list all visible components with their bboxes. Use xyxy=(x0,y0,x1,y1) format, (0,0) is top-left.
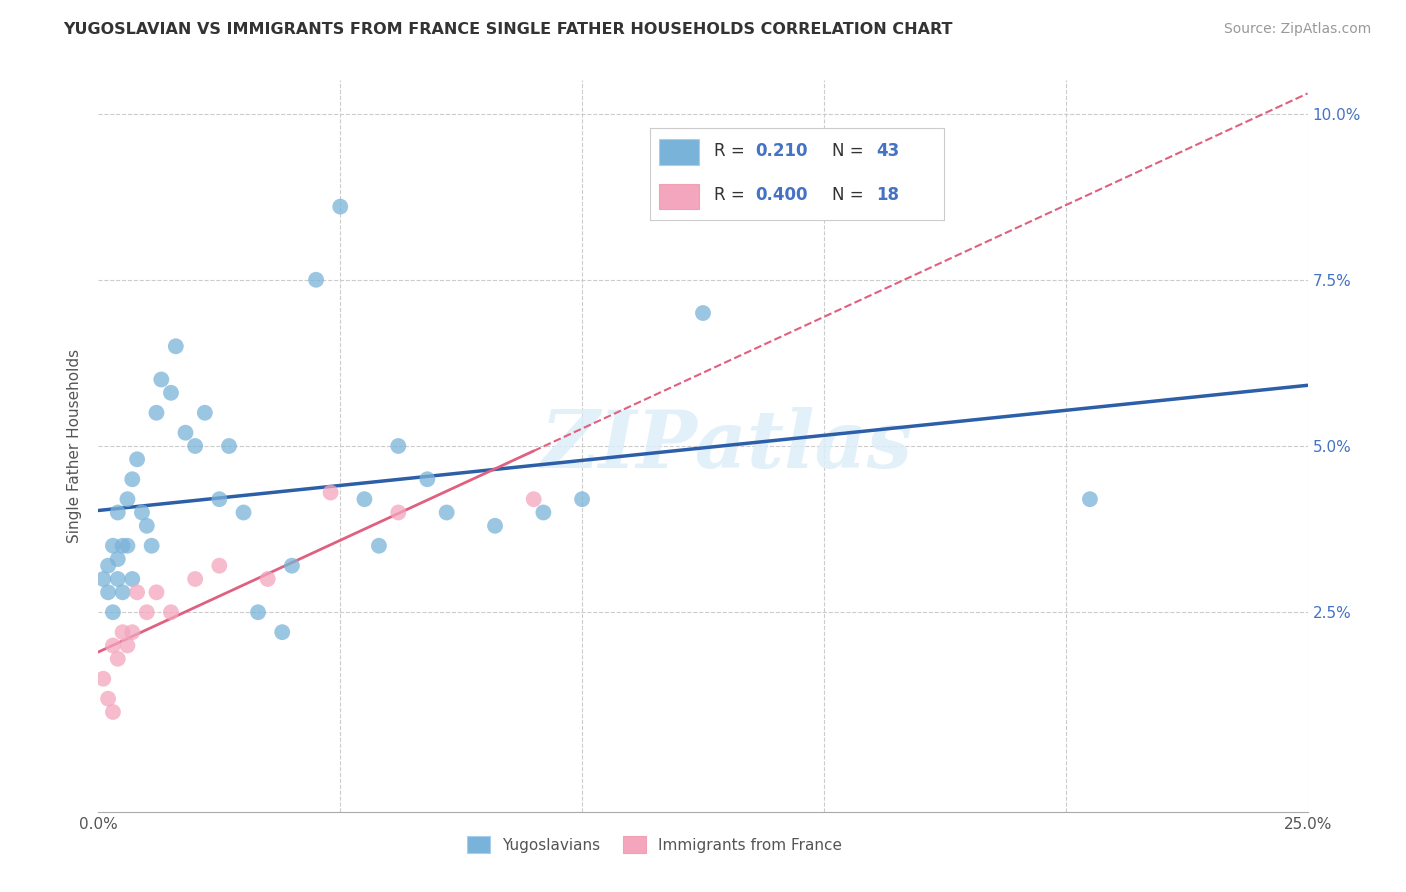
Point xyxy=(194,406,217,420)
Point xyxy=(111,585,134,599)
Point xyxy=(141,539,163,553)
Point xyxy=(101,705,124,719)
Point xyxy=(329,200,352,214)
Point xyxy=(101,639,124,653)
Text: YUGOSLAVIAN VS IMMIGRANTS FROM FRANCE SINGLE FATHER HOUSEHOLDS CORRELATION CHART: YUGOSLAVIAN VS IMMIGRANTS FROM FRANCE SI… xyxy=(63,22,953,37)
Point xyxy=(97,585,120,599)
Point xyxy=(150,372,173,386)
Point xyxy=(160,605,183,619)
Point xyxy=(121,572,143,586)
Point xyxy=(353,492,375,507)
Point xyxy=(97,691,120,706)
Text: R =: R = xyxy=(714,186,751,204)
Point xyxy=(571,492,593,507)
Text: 18: 18 xyxy=(876,186,900,204)
Point xyxy=(436,506,458,520)
Y-axis label: Single Father Households: Single Father Households xyxy=(67,349,83,543)
Point xyxy=(256,572,278,586)
Point xyxy=(117,639,139,653)
Text: 0.210: 0.210 xyxy=(755,142,808,160)
Point xyxy=(121,625,143,640)
Point xyxy=(101,605,124,619)
Text: R =: R = xyxy=(714,142,751,160)
Point xyxy=(218,439,240,453)
Point xyxy=(484,518,506,533)
Point xyxy=(247,605,270,619)
Point xyxy=(135,605,157,619)
Point xyxy=(160,385,183,400)
Text: N =: N = xyxy=(832,142,869,160)
Point xyxy=(107,506,129,520)
Point xyxy=(208,558,231,573)
Point xyxy=(368,539,391,553)
Text: 0.400: 0.400 xyxy=(755,186,808,204)
Point xyxy=(91,672,114,686)
Point xyxy=(107,572,129,586)
Point xyxy=(91,572,114,586)
Point xyxy=(117,539,139,553)
Point xyxy=(387,506,409,520)
Point xyxy=(131,506,153,520)
Point xyxy=(174,425,197,440)
Point xyxy=(111,539,134,553)
Point xyxy=(97,558,120,573)
Point xyxy=(145,585,167,599)
Legend: Yugoslavians, Immigrants from France: Yugoslavians, Immigrants from France xyxy=(461,830,848,859)
Point xyxy=(165,339,187,353)
Point xyxy=(232,506,254,520)
Point xyxy=(531,506,554,520)
Point xyxy=(111,625,134,640)
Point xyxy=(1078,492,1101,507)
Point xyxy=(208,492,231,507)
Point xyxy=(523,492,546,507)
Point xyxy=(127,585,149,599)
Point xyxy=(135,518,157,533)
Point xyxy=(145,406,167,420)
Point xyxy=(117,492,139,507)
Point xyxy=(184,439,207,453)
Text: 43: 43 xyxy=(876,142,900,160)
Point xyxy=(387,439,409,453)
Text: N =: N = xyxy=(832,186,869,204)
Point xyxy=(319,485,342,500)
Point xyxy=(281,558,304,573)
Point xyxy=(127,452,149,467)
Bar xyxy=(658,139,699,165)
Point xyxy=(101,539,124,553)
Point xyxy=(107,552,129,566)
Point xyxy=(271,625,294,640)
Point xyxy=(692,306,714,320)
Text: Source: ZipAtlas.com: Source: ZipAtlas.com xyxy=(1223,22,1371,37)
Point xyxy=(121,472,143,486)
Bar xyxy=(658,184,699,210)
Point xyxy=(184,572,207,586)
Point xyxy=(107,652,129,666)
Point xyxy=(305,273,328,287)
Point xyxy=(416,472,439,486)
Text: ZIPatlas: ZIPatlas xyxy=(541,408,914,484)
